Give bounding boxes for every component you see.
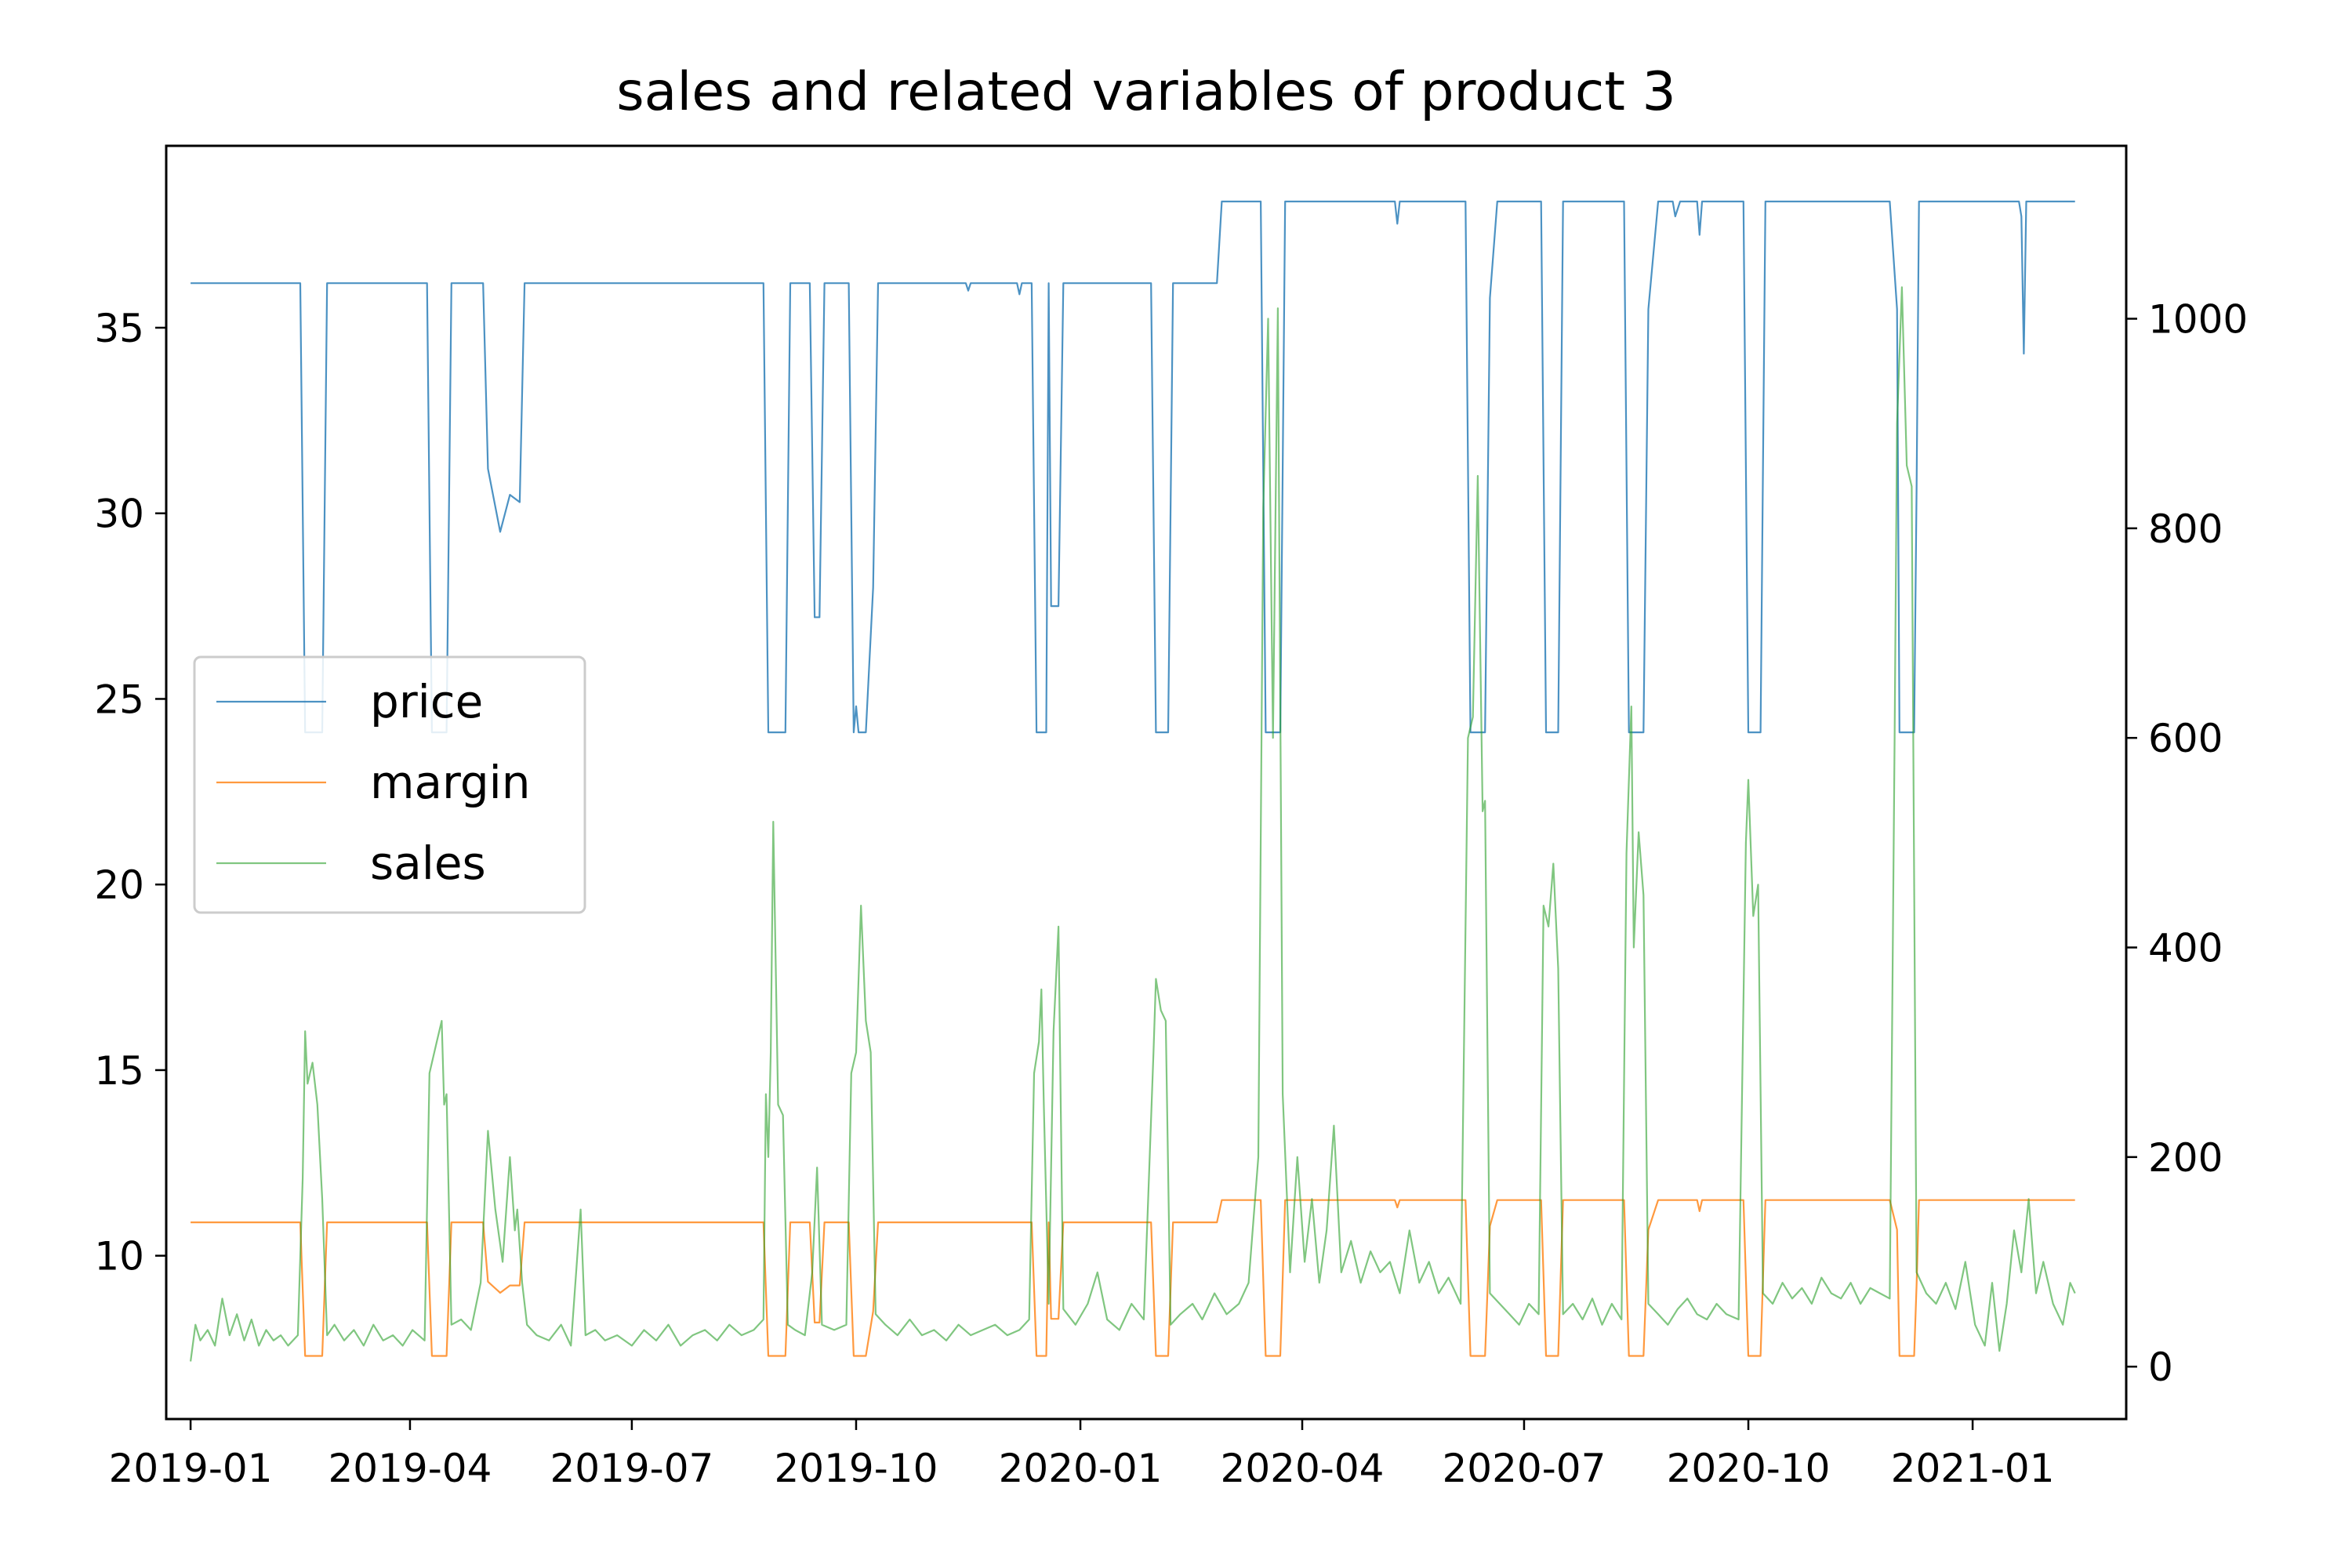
x-tick-label: 2019-04 bbox=[328, 1446, 492, 1491]
y-left-tick-label: 20 bbox=[94, 862, 144, 908]
y-left-tick-label: 25 bbox=[94, 677, 144, 722]
series-line-price bbox=[191, 200, 2075, 734]
y-axis-left: 10 15 20 25 30 35 bbox=[94, 306, 166, 1279]
legend: price margin sales bbox=[193, 655, 586, 914]
series-line-sales bbox=[190, 286, 2076, 1362]
y-right-tick-label: 0 bbox=[2148, 1345, 2173, 1390]
y-right-tick-label: 200 bbox=[2148, 1135, 2223, 1181]
y-right-tick-label: 400 bbox=[2148, 926, 2223, 971]
x-tick-label: 2020-01 bbox=[999, 1446, 1163, 1491]
x-axis: 2019-01 2019-04 2019-07 2019-10 2020-01 2020-… bbox=[109, 1419, 2055, 1491]
x-tick-label: 2019-07 bbox=[550, 1446, 713, 1491]
x-tick-label: 2020-07 bbox=[1443, 1446, 1606, 1491]
chart-title: sales and related variables of product 3 bbox=[616, 61, 1676, 123]
x-tick-label: 2019-01 bbox=[109, 1446, 273, 1491]
y-axis-right: 0 200 400 600 800 1000 bbox=[2126, 297, 2248, 1390]
y-left-tick-label: 10 bbox=[94, 1234, 144, 1279]
x-tick-label: 2019-10 bbox=[775, 1446, 938, 1491]
y-left-tick-label: 30 bbox=[94, 492, 144, 537]
axes-frame bbox=[165, 144, 2128, 1421]
legend-box bbox=[193, 655, 586, 914]
y-right-tick-label: 600 bbox=[2148, 716, 2223, 761]
x-tick-label: 2020-04 bbox=[1221, 1446, 1385, 1491]
series-layer bbox=[190, 200, 2076, 1362]
legend-label-sales: sales bbox=[370, 837, 486, 890]
y-right-tick-label: 800 bbox=[2148, 506, 2223, 552]
y-right-tick-label: 1000 bbox=[2148, 297, 2248, 343]
y-left-tick-label: 35 bbox=[94, 306, 144, 351]
legend-label-margin: margin bbox=[370, 756, 531, 809]
y-left-tick-label: 15 bbox=[94, 1048, 144, 1094]
legend-label-price: price bbox=[370, 675, 483, 728]
x-tick-label: 2021-01 bbox=[1891, 1446, 2055, 1491]
x-tick-label: 2020-10 bbox=[1667, 1446, 1831, 1491]
